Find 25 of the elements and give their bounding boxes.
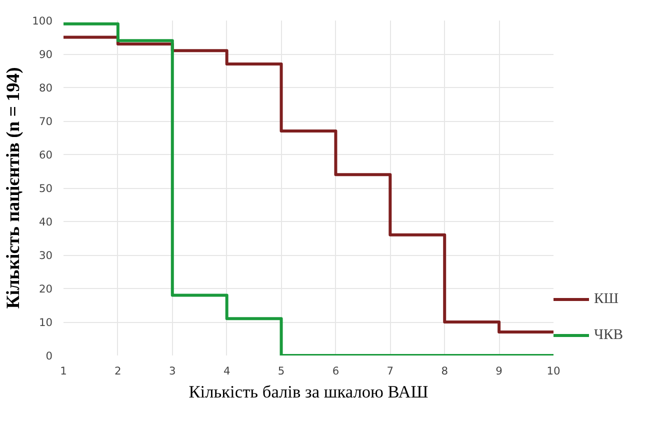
- legend-label: ЧКВ: [594, 326, 624, 344]
- x-tick-label: 2: [114, 364, 122, 378]
- x-axis-title: Кількість балів за шкалою ВАШ: [188, 382, 428, 402]
- y-axis-title: Кількість пацієнтів (n = 194): [3, 67, 24, 309]
- y-tick-label: 60: [38, 148, 53, 162]
- y-tick-label: 0: [46, 350, 53, 362]
- y-tick-label: 20: [38, 282, 53, 296]
- x-tick-label: 4: [223, 364, 230, 378]
- x-tick-label: 7: [386, 364, 394, 378]
- x-tick-label: 3: [169, 364, 176, 378]
- y-tick-label: 10: [38, 316, 53, 329]
- y-tick-label: 90: [38, 48, 53, 61]
- y-tick-label: 80: [38, 82, 53, 94]
- y-tick-label: 50: [38, 182, 53, 195]
- y-tick-label: 40: [38, 216, 53, 228]
- x-tick-label: 6: [332, 364, 340, 378]
- x-tick-label: 5: [278, 364, 285, 378]
- y-tick-label: 30: [38, 249, 53, 262]
- x-tick-label: 1: [60, 364, 67, 378]
- x-tick-label: 10: [546, 364, 560, 378]
- x-tick-label: 8: [441, 364, 448, 378]
- x-tick-label: 9: [496, 364, 503, 378]
- y-tick-label: 100: [32, 14, 53, 28]
- y-tick-label: 70: [38, 115, 53, 128]
- legend-label: КШ: [594, 290, 619, 308]
